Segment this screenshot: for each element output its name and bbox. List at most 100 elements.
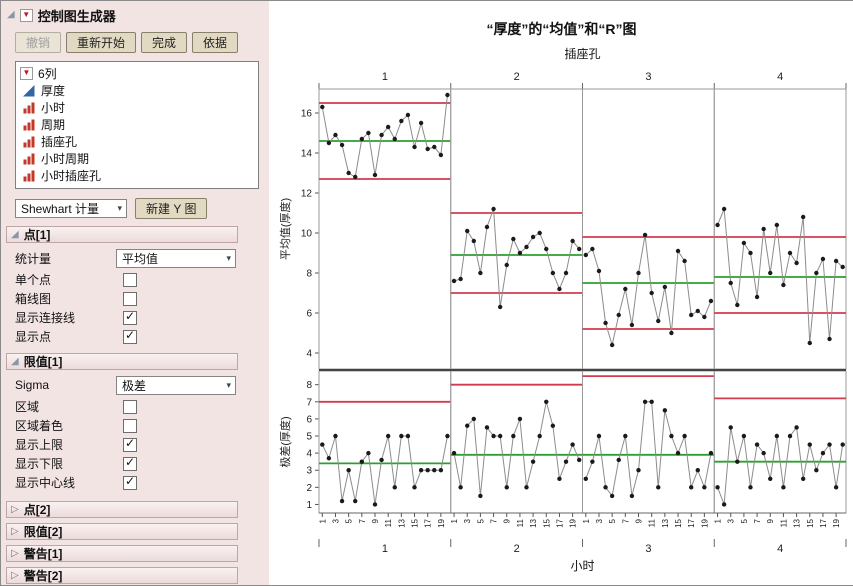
svg-text:16: 16 [301, 109, 313, 120]
control-panel: ◢ ▼ 控制图生成器 撤销 重新开始 完成 依据 ▼ 6列 厚度 小时 [1, 1, 269, 585]
svg-text:5: 5 [476, 518, 485, 523]
chevron-down-icon: ▾ [226, 379, 231, 390]
svg-text:9: 9 [371, 518, 380, 523]
restart-button[interactable]: 重新开始 [66, 32, 137, 53]
disclosure-open-icon[interactable]: ◢ [7, 9, 15, 20]
svg-text:2: 2 [514, 71, 520, 83]
section-title: 点[1] [23, 228, 51, 242]
section-limits-1[interactable]: ◢ 限值[1] [6, 353, 238, 370]
svg-text:8: 8 [306, 269, 312, 280]
x-axis-label: 小时 [570, 559, 595, 573]
section-title: 警告[2] [23, 569, 63, 583]
svg-text:3: 3 [463, 518, 472, 523]
svg-text:9: 9 [634, 518, 643, 523]
svg-text:1: 1 [450, 518, 459, 523]
zones-checkbox[interactable] [123, 399, 137, 414]
disclosure-open-icon: ◢ [11, 228, 19, 240]
section-warnings-1[interactable]: ▷ 警告[1] [6, 545, 238, 562]
svg-text:4: 4 [306, 449, 312, 460]
section-title: 限值[1] [23, 355, 63, 369]
column-list: ▼ 6列 厚度 小时 周期 插座孔 小时周期 [15, 61, 259, 189]
section-warnings-2[interactable]: ▷ 警告[2] [6, 567, 238, 584]
section-title: 警告[1] [23, 547, 63, 561]
option-row: 区域着色 [15, 416, 269, 435]
column-item-socket[interactable]: 插座孔 [20, 133, 258, 150]
svg-text:7: 7 [490, 518, 499, 523]
show-ucl-checkbox[interactable] [123, 436, 137, 452]
option-label: 区域着色 [15, 419, 64, 433]
shade-zones-checkbox[interactable] [123, 418, 137, 433]
statistic-select[interactable]: 平均值 ▾ [116, 248, 236, 268]
svg-text:3: 3 [306, 466, 312, 477]
show-points-checkbox[interactable] [123, 328, 137, 344]
option-label: 显示点 [15, 330, 52, 344]
column-item-label: 插座孔 [41, 135, 78, 149]
option-label: 箱线图 [15, 292, 52, 306]
svg-text:19: 19 [437, 518, 446, 527]
option-label: 显示下限 [15, 457, 64, 471]
svg-text:12: 12 [301, 189, 313, 200]
svg-text:1: 1 [306, 500, 312, 511]
svg-text:1: 1 [714, 518, 723, 523]
done-button[interactable]: 完成 [141, 32, 188, 53]
disclosure-collapsed-icon: ▷ [11, 547, 19, 559]
svg-text:19: 19 [700, 518, 709, 527]
svg-text:7: 7 [753, 518, 762, 523]
nominal-column-icon [23, 119, 35, 130]
single-points-checkbox[interactable] [123, 272, 137, 287]
option-row: 显示连接线 [15, 308, 269, 327]
option-label: 显示连接线 [15, 311, 76, 325]
box-plot-checkbox[interactable] [123, 291, 137, 306]
sigma-select[interactable]: 极差 ▾ [116, 375, 236, 395]
new-y-chart-button[interactable]: 新建 Y 图 [135, 198, 208, 219]
statistic-label: 统计量 [15, 251, 52, 266]
continuous-column-icon [23, 84, 35, 96]
svg-text:3: 3 [331, 518, 340, 523]
svg-text:5: 5 [345, 518, 354, 523]
section-limits-2[interactable]: ▷ 限值[2] [6, 523, 238, 540]
disclosure-collapsed-icon: ▷ [11, 569, 19, 581]
svg-text:8: 8 [306, 380, 312, 391]
column-item-hour[interactable]: 小时 [20, 99, 258, 116]
column-item-cycle[interactable]: 周期 [20, 116, 258, 133]
show-connect-line-checkbox[interactable] [123, 309, 137, 325]
red-triangle-menu-button[interactable]: ▼ [20, 66, 33, 80]
undo-button[interactable]: 撤销 [15, 32, 62, 53]
option-row: 显示下限 [15, 454, 269, 473]
nominal-column-icon [23, 153, 35, 164]
column-item-hour-cycle[interactable]: 小时周期 [20, 150, 258, 167]
red-triangle-icon: ▼ [22, 10, 31, 19]
show-lcl-checkbox[interactable] [123, 455, 137, 471]
svg-text:极差(厚度): 极差(厚度) [278, 416, 292, 467]
column-item-label: 周期 [41, 118, 66, 132]
column-item-hour-socket[interactable]: 小时插座孔 [20, 167, 258, 184]
svg-text:11: 11 [384, 518, 393, 527]
section-points-2[interactable]: ▷ 点[2] [6, 501, 238, 518]
svg-text:平均值(厚度): 平均值(厚度) [278, 198, 292, 260]
section-points-1[interactable]: ◢ 点[1] [6, 226, 238, 243]
by-button[interactable]: 依据 [192, 32, 239, 53]
svg-text:11: 11 [516, 518, 525, 527]
svg-text:13: 13 [397, 518, 406, 527]
nominal-column-icon [23, 102, 35, 113]
svg-text:9: 9 [503, 518, 512, 523]
svg-text:9: 9 [766, 518, 775, 523]
nominal-column-icon [23, 136, 35, 147]
show-center-line-checkbox[interactable] [123, 474, 137, 490]
statistic-row: 统计量 平均值 ▾ [15, 248, 269, 268]
svg-text:1: 1 [382, 71, 388, 83]
svg-text:5: 5 [740, 518, 749, 523]
column-list-header: ▼ 6列 [20, 64, 258, 82]
svg-text:4: 4 [777, 543, 783, 555]
option-label: 显示中心线 [15, 476, 76, 490]
chart-type-select[interactable]: Shewhart 计量 ▾ [15, 199, 127, 218]
column-item-label: 小时插座孔 [41, 169, 102, 183]
disclosure-open-icon: ◢ [11, 355, 19, 367]
option-row: 显示上限 [15, 435, 269, 454]
red-triangle-menu-button[interactable]: ▼ [19, 8, 33, 22]
svg-text:11: 11 [648, 518, 657, 527]
column-item-thickness[interactable]: 厚度 [20, 82, 258, 99]
svg-text:14: 14 [301, 149, 313, 160]
svg-text:17: 17 [555, 518, 564, 527]
